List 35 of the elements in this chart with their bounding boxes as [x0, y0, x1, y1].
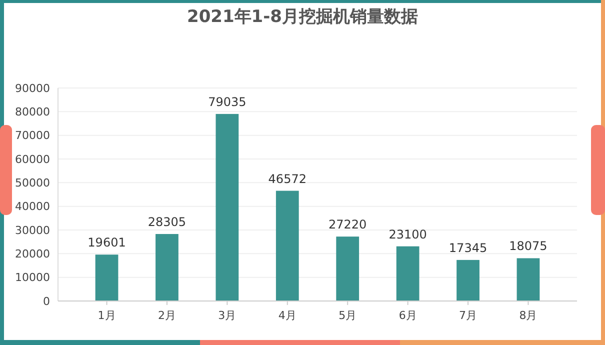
data-label: 19601	[88, 236, 126, 250]
y-tick-label: 10000	[15, 271, 50, 284]
y-tick-label: 70000	[15, 129, 50, 142]
y-tick-label: 20000	[15, 248, 50, 261]
chart-title: 2021年1-8月挖掘机销量数据	[186, 7, 418, 27]
y-tick-label: 90000	[15, 82, 50, 95]
data-label: 46572	[268, 172, 306, 186]
data-label: 23100	[388, 227, 427, 242]
x-tick-label: 5月	[338, 309, 357, 322]
bar	[95, 254, 118, 301]
data-label: 27220	[328, 218, 367, 232]
bar	[336, 236, 360, 301]
y-tick-label: 40000	[15, 200, 50, 214]
x-tick-label: 2月	[158, 309, 176, 322]
data-label: 18075	[509, 239, 548, 254]
data-label: 17345	[448, 240, 488, 255]
bar	[276, 190, 299, 301]
bar	[216, 114, 239, 301]
x-tick-label: 7月	[459, 309, 478, 322]
x-tick-label: 4月	[278, 309, 296, 322]
bar	[456, 260, 480, 301]
bar	[516, 258, 540, 301]
x-tick-label: 6月	[398, 309, 417, 322]
x-tick-label: 8月	[519, 309, 538, 322]
data-label: 28305	[148, 215, 186, 230]
y-tick-label: 30000	[15, 224, 50, 237]
x-tick-label: 1月	[98, 309, 116, 322]
data-label: 79035	[208, 94, 246, 109]
y-tick-label: 0	[43, 294, 50, 308]
bar	[156, 234, 178, 301]
x-tick-label: 3月	[218, 309, 236, 322]
y-tick-label: 80000	[15, 106, 50, 119]
bar	[396, 246, 420, 301]
y-tick-label: 60000	[15, 152, 50, 166]
y-tick-label: 50000	[15, 176, 50, 190]
